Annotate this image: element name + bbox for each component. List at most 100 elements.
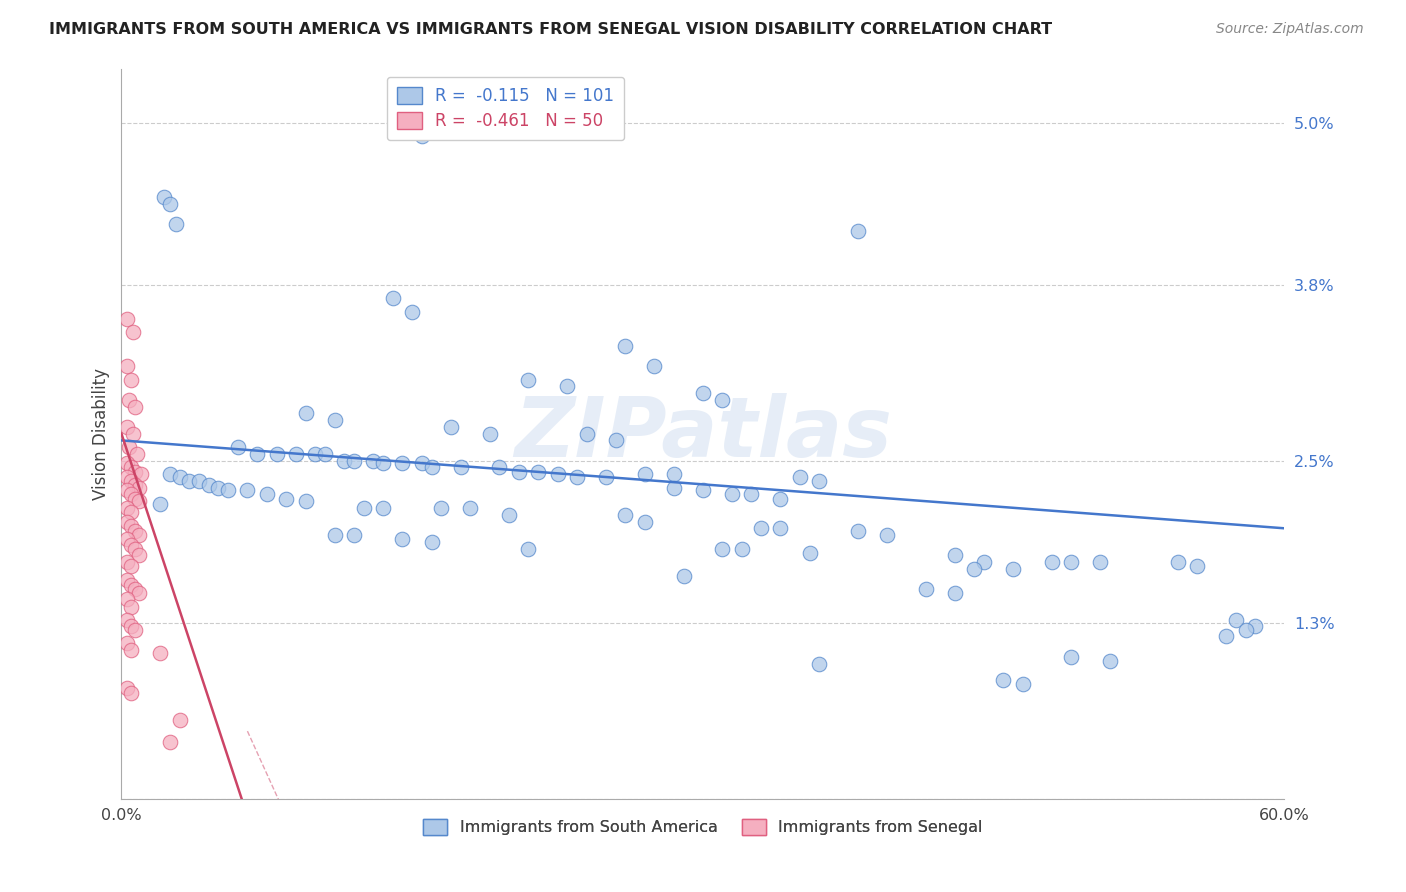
Point — [371, 456, 394, 470]
Point — [973, 555, 995, 569]
Point — [153, 190, 176, 204]
Point — [391, 532, 413, 546]
Point — [149, 646, 172, 660]
Point — [1225, 613, 1247, 627]
Point — [125, 447, 148, 461]
Point — [256, 487, 278, 501]
Point — [117, 501, 139, 516]
Point — [662, 481, 685, 495]
Point — [284, 447, 307, 461]
Point — [440, 420, 463, 434]
Point — [808, 657, 831, 671]
Legend: Immigrants from South America, Immigrants from Senegal: Immigrants from South America, Immigrant… — [416, 813, 990, 842]
Point — [118, 440, 141, 454]
Point — [120, 559, 142, 574]
Point — [488, 460, 510, 475]
Point — [672, 568, 695, 582]
Point — [401, 305, 423, 319]
Point — [124, 400, 146, 414]
Point — [294, 494, 316, 508]
Point — [124, 582, 146, 596]
Point — [169, 714, 191, 728]
Point — [117, 470, 139, 484]
Point — [323, 528, 346, 542]
Point — [117, 613, 139, 627]
Point — [120, 686, 142, 700]
Point — [117, 573, 139, 587]
Point — [117, 311, 139, 326]
Point — [420, 534, 443, 549]
Point — [246, 447, 269, 461]
Point — [1060, 649, 1083, 664]
Point — [643, 359, 665, 373]
Point — [120, 537, 142, 551]
Point — [740, 487, 762, 501]
Y-axis label: Vision Disability: Vision Disability — [93, 368, 110, 500]
Point — [117, 420, 139, 434]
Text: ZIPatlas: ZIPatlas — [515, 393, 891, 475]
Point — [122, 426, 145, 441]
Point — [731, 541, 754, 556]
Point — [411, 456, 433, 470]
Point — [565, 470, 588, 484]
Point — [769, 491, 792, 506]
Point — [1185, 559, 1208, 574]
Point — [614, 508, 637, 522]
Point — [614, 339, 637, 353]
Point — [711, 392, 734, 407]
Point — [128, 528, 150, 542]
Point — [1215, 630, 1237, 644]
Point — [122, 325, 145, 339]
Point — [508, 465, 530, 479]
Point — [188, 474, 211, 488]
Point — [117, 359, 139, 373]
Point — [120, 460, 142, 475]
Point — [846, 524, 869, 538]
Point — [117, 515, 139, 529]
Point — [120, 618, 142, 632]
Point — [799, 546, 821, 560]
Point — [353, 501, 375, 516]
Point — [120, 373, 142, 387]
Point — [117, 681, 139, 695]
Point — [1040, 555, 1063, 569]
Point — [314, 447, 336, 461]
Point — [430, 501, 453, 516]
Point — [165, 217, 187, 231]
Point — [149, 497, 172, 511]
Point — [963, 562, 986, 576]
Point — [721, 487, 744, 501]
Point — [120, 599, 142, 614]
Point — [124, 541, 146, 556]
Point — [304, 447, 326, 461]
Point — [420, 460, 443, 475]
Point — [1167, 555, 1189, 569]
Point — [159, 467, 181, 482]
Text: Source: ZipAtlas.com: Source: ZipAtlas.com — [1216, 22, 1364, 37]
Point — [634, 467, 657, 482]
Point — [381, 292, 404, 306]
Point — [118, 392, 141, 407]
Point — [120, 474, 142, 488]
Point — [128, 586, 150, 600]
Point — [391, 456, 413, 470]
Point — [323, 413, 346, 427]
Point — [692, 483, 714, 498]
Point — [117, 456, 139, 470]
Point — [117, 483, 139, 498]
Point — [1090, 555, 1112, 569]
Point — [120, 487, 142, 501]
Point — [363, 453, 385, 467]
Point — [169, 470, 191, 484]
Point — [547, 467, 569, 482]
Point — [236, 483, 259, 498]
Point — [711, 541, 734, 556]
Point — [846, 224, 869, 238]
Point — [555, 379, 578, 393]
Point — [789, 470, 811, 484]
Point — [914, 582, 936, 596]
Point — [343, 453, 366, 467]
Point — [276, 491, 298, 506]
Point — [120, 518, 142, 533]
Point — [1244, 618, 1267, 632]
